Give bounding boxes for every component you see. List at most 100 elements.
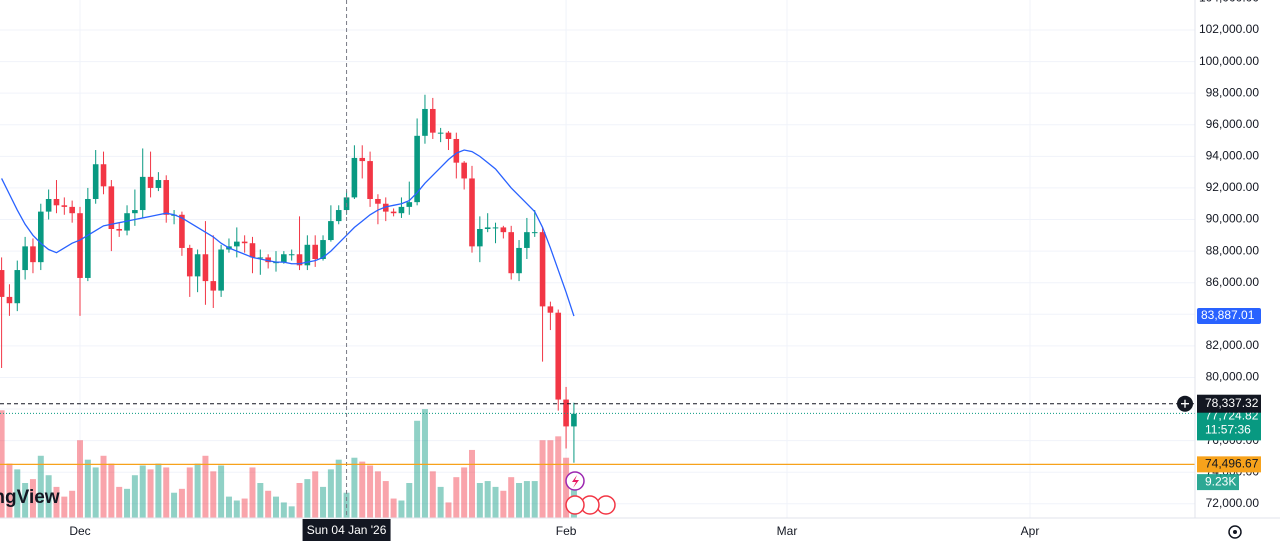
settings-button[interactable] xyxy=(1228,525,1242,539)
volume-bar xyxy=(92,467,99,518)
crosshair-price-label: 78,337.32 xyxy=(1205,396,1259,410)
volume-bar xyxy=(202,455,209,518)
candle-body xyxy=(155,180,162,188)
volume-bar xyxy=(421,409,428,518)
candle-body xyxy=(132,210,138,214)
y-tick-label: 100,000.00 xyxy=(1199,54,1259,68)
candle-body xyxy=(210,281,217,291)
volume-bar xyxy=(437,486,444,518)
event-flag[interactable] xyxy=(565,495,585,515)
volume-bar xyxy=(171,492,178,518)
volume-pane xyxy=(0,409,577,518)
candle-body xyxy=(186,247,193,277)
volume-bar xyxy=(37,455,44,518)
candle-body xyxy=(359,157,366,162)
candle-body xyxy=(14,270,21,304)
volume-bar xyxy=(233,500,240,518)
volume-bar xyxy=(516,483,523,518)
y-tick-label: 86,000.00 xyxy=(1206,275,1260,289)
y-tick-label: 96,000.00 xyxy=(1206,117,1260,131)
candle-body xyxy=(335,210,342,222)
y-tick-label: 88,000.00 xyxy=(1206,243,1260,257)
volume-bar xyxy=(124,488,131,518)
y-tick-label: 98,000.00 xyxy=(1206,85,1260,99)
volume-last-label: 9.23K xyxy=(1205,474,1236,488)
volume-bar xyxy=(45,475,52,518)
volume-bar xyxy=(523,481,530,518)
volume-bar xyxy=(22,483,29,518)
candle-body xyxy=(61,205,68,207)
candle-body xyxy=(116,228,122,231)
grid xyxy=(0,0,1195,518)
volume-bar xyxy=(367,465,374,518)
candle-body xyxy=(77,213,83,278)
volume-bar xyxy=(14,469,21,518)
volume-bar xyxy=(508,477,515,518)
volume-bar xyxy=(147,469,154,518)
volume-bar xyxy=(390,498,397,518)
volume-bar xyxy=(139,465,146,518)
y-tick-label: 90,000.00 xyxy=(1206,212,1260,226)
volume-bar xyxy=(539,440,546,518)
candle-body xyxy=(85,198,91,278)
candle-body xyxy=(194,254,201,277)
y-tick-label: 102,000.00 xyxy=(1199,22,1259,36)
plus-icon xyxy=(1181,399,1189,408)
candle-body xyxy=(539,232,546,307)
candle-body xyxy=(22,246,28,271)
ma-last-box xyxy=(1197,308,1261,325)
candle-body xyxy=(367,161,373,199)
moving-average xyxy=(1,149,575,317)
volume-bar xyxy=(61,496,68,518)
gear-center xyxy=(1233,530,1237,534)
volume-bar xyxy=(335,459,342,518)
volume-bar xyxy=(77,440,83,518)
y-tick-label: 104,000.00 xyxy=(1199,0,1259,5)
volume-bar xyxy=(351,457,358,518)
candle-body xyxy=(563,399,569,427)
candle-body xyxy=(484,227,491,229)
volume-bar xyxy=(484,481,491,518)
price-line-box xyxy=(1197,456,1261,473)
time-axis: Dec Sun 04 Jan '26 Feb xyxy=(69,519,577,541)
x-tick-label: Feb xyxy=(556,524,577,538)
gear-icon[interactable] xyxy=(1228,525,1242,539)
volume-bar xyxy=(163,467,170,518)
candle-body xyxy=(461,162,467,179)
candle-body xyxy=(304,244,311,266)
candle-body xyxy=(516,247,522,274)
candle-body xyxy=(430,108,436,133)
price-axis: 72,000.0074,000.0076,000.0078,000.0080,0… xyxy=(1177,0,1261,510)
volume-bar xyxy=(500,490,507,518)
volume-bar xyxy=(469,449,475,518)
candle-body xyxy=(241,241,248,244)
volume-bar xyxy=(563,457,570,518)
candle-body xyxy=(414,135,420,203)
candle-body xyxy=(6,296,13,304)
candle-body xyxy=(500,227,507,233)
volume-bar xyxy=(6,463,13,518)
candle-body xyxy=(147,176,154,188)
y-tick-label: 82,000.00 xyxy=(1206,338,1260,352)
candle-body xyxy=(312,244,318,259)
candle-body xyxy=(202,254,209,282)
candle-body xyxy=(492,227,499,229)
candle-body xyxy=(0,270,5,297)
candle-body xyxy=(100,164,107,187)
volume-bar xyxy=(288,506,295,518)
volume-bar xyxy=(84,459,91,518)
volume-bar xyxy=(531,481,538,518)
volume-bar xyxy=(194,463,201,518)
ma-last-label: 83,887.01 xyxy=(1201,308,1255,322)
volume-bar xyxy=(398,500,405,518)
event-icons xyxy=(565,471,616,515)
volume-bar xyxy=(453,477,460,518)
candle-body xyxy=(234,241,240,247)
x-tick-label: Apr xyxy=(1021,524,1040,538)
candle-body xyxy=(422,108,428,136)
volume-bar xyxy=(225,496,232,518)
volume-bar xyxy=(53,486,60,518)
volume-bar xyxy=(69,490,76,518)
x-tick-label: Mar xyxy=(777,524,798,538)
y-tick-label: 72,000.00 xyxy=(1206,496,1260,510)
